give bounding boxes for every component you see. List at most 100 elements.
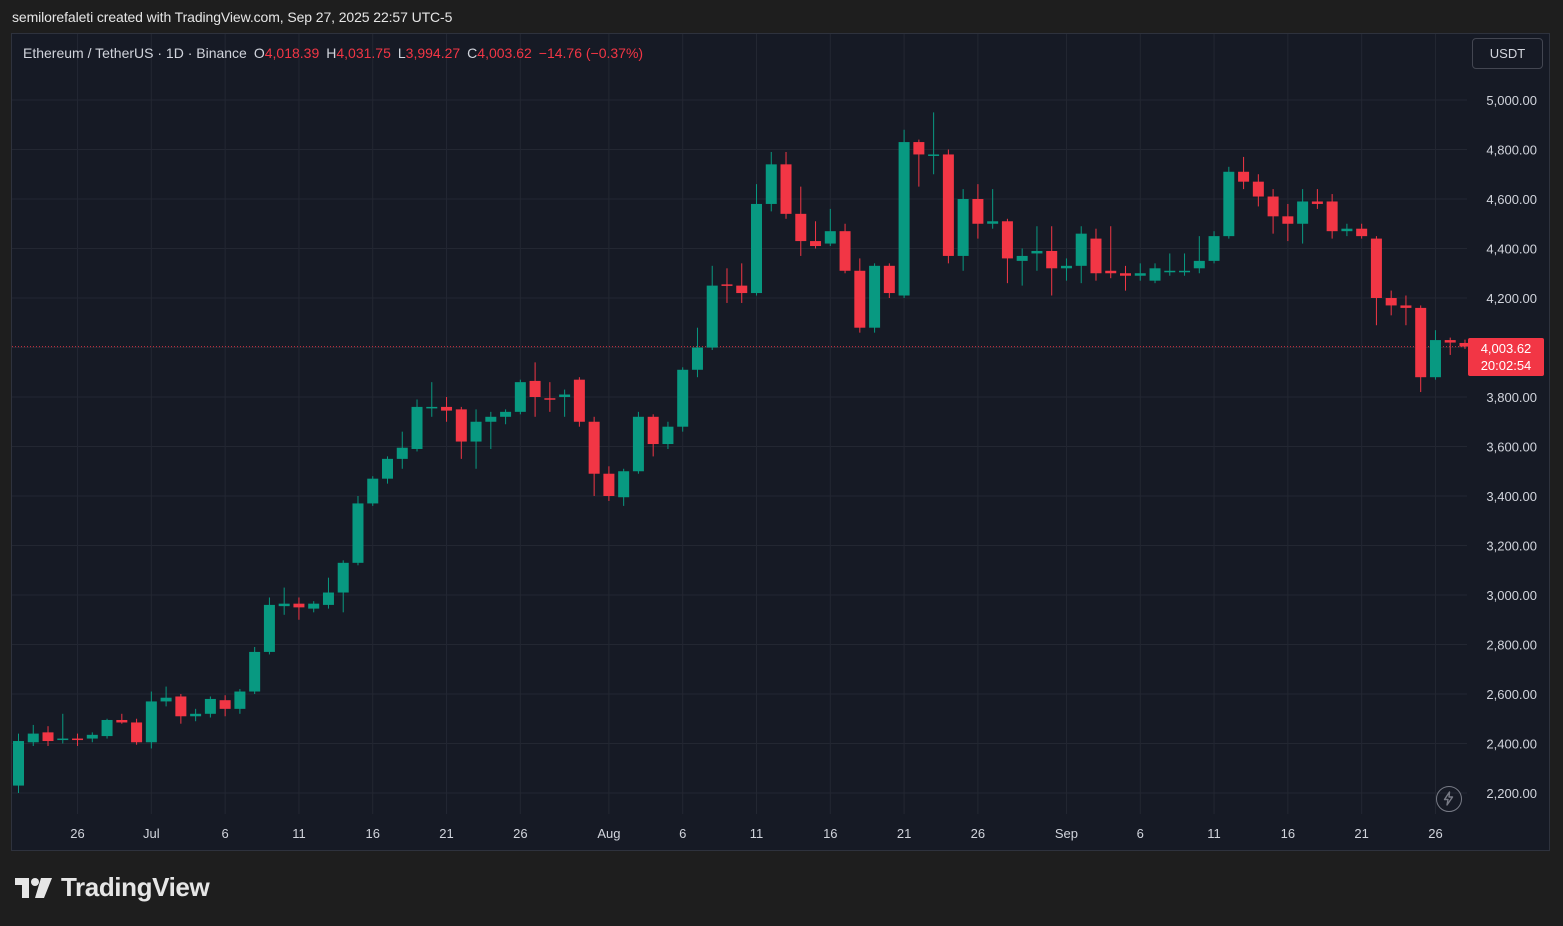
candle-body bbox=[455, 409, 467, 442]
candle bbox=[1120, 265, 1131, 291]
candle bbox=[913, 139, 925, 187]
candle-body bbox=[677, 369, 689, 427]
low-value: 3,994.27 bbox=[405, 45, 461, 61]
candle-body bbox=[1429, 340, 1441, 378]
candle-body bbox=[957, 199, 969, 256]
candle-body bbox=[987, 221, 999, 224]
candle bbox=[780, 151, 792, 219]
y-tick-label: 2,600.00 bbox=[1486, 687, 1537, 702]
x-tick-label: 11 bbox=[750, 826, 764, 841]
chart-frame[interactable]: 5,000.00 4,800.00 4,600.00 4,400.00 4,200.00… bbox=[11, 33, 1550, 851]
candle-body bbox=[175, 696, 187, 717]
y-tick-label: 3,400.00 bbox=[1486, 489, 1537, 504]
candle bbox=[1046, 226, 1058, 296]
chart-credit: semilorefaleti created with TradingView.… bbox=[12, 9, 453, 25]
y-tick-label: 4,200.00 bbox=[1486, 291, 1537, 306]
candle bbox=[145, 691, 157, 749]
symbol-legend: Ethereum / TetherUS · 1D · Binance O4,018… bbox=[23, 45, 643, 61]
lightning-icon[interactable] bbox=[1436, 786, 1462, 812]
x-tick-label: 21 bbox=[439, 826, 453, 841]
candle bbox=[175, 694, 187, 724]
symbol-title[interactable]: Ethereum / TetherUS · 1D · Binance bbox=[23, 45, 247, 61]
candle bbox=[1252, 174, 1264, 207]
candle bbox=[677, 367, 689, 432]
candle bbox=[1415, 305, 1427, 393]
candle bbox=[42, 726, 54, 746]
y-tick-label: 2,400.00 bbox=[1486, 737, 1537, 752]
candle-body bbox=[396, 447, 408, 459]
candle bbox=[1031, 226, 1043, 271]
candle bbox=[1400, 295, 1412, 326]
bar-countdown: 20:02:54 bbox=[1481, 358, 1532, 373]
candle-body bbox=[559, 394, 571, 397]
candlestick-chart[interactable]: 5,000.00 4,800.00 4,600.00 4,400.00 4,200.00… bbox=[12, 34, 1549, 850]
candle bbox=[544, 382, 556, 412]
candle-body bbox=[691, 347, 703, 370]
candle bbox=[308, 601, 320, 613]
candle bbox=[1075, 226, 1087, 284]
candle-body bbox=[1341, 228, 1353, 232]
candle-body bbox=[470, 421, 482, 442]
y-tick-label: 4,600.00 bbox=[1486, 192, 1537, 207]
candle-body bbox=[1179, 270, 1191, 273]
y-tick-label: 3,800.00 bbox=[1486, 390, 1537, 405]
candle bbox=[632, 411, 644, 474]
candle-body bbox=[234, 691, 246, 709]
candle-body bbox=[721, 284, 733, 286]
candle-body bbox=[1105, 270, 1117, 274]
candle bbox=[382, 456, 393, 484]
candle-body bbox=[1193, 260, 1205, 269]
candle-body bbox=[1444, 340, 1456, 343]
candle-body bbox=[1415, 307, 1427, 378]
candle bbox=[588, 416, 600, 496]
candle-body bbox=[1400, 305, 1412, 308]
candle bbox=[765, 151, 777, 212]
currency-button[interactable]: USDT bbox=[1472, 38, 1543, 69]
candle bbox=[883, 263, 895, 298]
price-axis[interactable]: 5,000.00 4,800.00 4,600.00 4,400.00 4,200.00… bbox=[1486, 93, 1537, 801]
candle bbox=[603, 466, 615, 501]
candle bbox=[1341, 223, 1353, 237]
candle-body bbox=[426, 406, 438, 409]
candle bbox=[72, 733, 84, 746]
candle bbox=[293, 597, 305, 620]
time-axis[interactable]: 26 Jul 6 11 16 21 26 Aug 6 11 16 21 26 Sep 6 11 16 21 26 bbox=[70, 826, 1442, 841]
high-label: H bbox=[326, 45, 337, 61]
candle-body bbox=[204, 698, 216, 714]
candle bbox=[1429, 330, 1441, 380]
candle bbox=[559, 389, 571, 417]
y-tick-label: 5,000.00 bbox=[1486, 93, 1537, 108]
candle bbox=[662, 421, 674, 449]
candle-body bbox=[500, 411, 512, 417]
candle bbox=[1193, 236, 1205, 274]
y-tick-label: 3,200.00 bbox=[1486, 539, 1537, 554]
candle bbox=[942, 149, 954, 264]
candle-body bbox=[116, 719, 128, 723]
y-tick-label: 3,600.00 bbox=[1486, 440, 1537, 455]
tradingview-logo-icon bbox=[15, 877, 52, 898]
candle-body bbox=[1060, 265, 1072, 269]
candle-body bbox=[1134, 273, 1146, 276]
candle-body bbox=[411, 406, 423, 449]
candle-body bbox=[485, 416, 497, 422]
candle bbox=[795, 186, 807, 256]
candle bbox=[972, 184, 984, 239]
candle bbox=[131, 718, 143, 745]
candle bbox=[441, 397, 453, 422]
candle-body bbox=[1164, 270, 1176, 273]
candle-body bbox=[765, 164, 777, 204]
candle-body bbox=[249, 651, 261, 692]
candle-body bbox=[219, 700, 231, 709]
candle bbox=[1444, 337, 1456, 355]
candle bbox=[426, 382, 438, 417]
candle bbox=[204, 696, 216, 718]
candle-body bbox=[1001, 221, 1013, 259]
candle bbox=[1238, 156, 1250, 190]
candle-body bbox=[618, 471, 630, 498]
candle-body bbox=[1459, 342, 1471, 347]
tradingview-brand[interactable]: TradingView bbox=[15, 872, 210, 903]
candle-body bbox=[869, 265, 881, 328]
x-tick-label: 26 bbox=[971, 826, 985, 841]
candle-body bbox=[145, 701, 157, 743]
candle-body bbox=[898, 142, 910, 296]
